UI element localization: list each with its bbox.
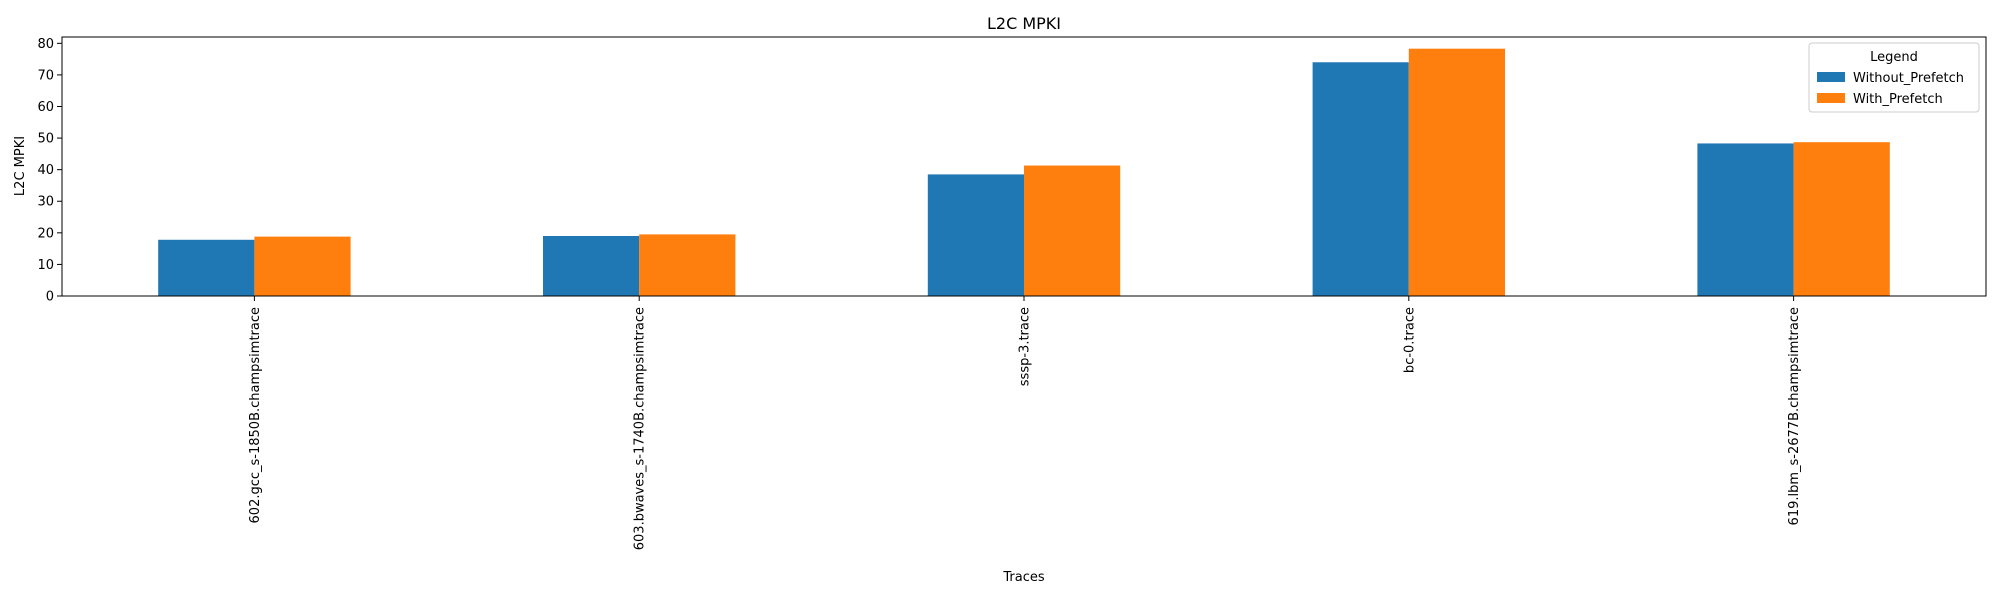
legend-label-without-prefetch: Without_Prefetch xyxy=(1853,71,1964,86)
legend-swatch-with-prefetch xyxy=(1817,93,1845,103)
x-axis: 602.gcc_s-1850B.champsimtrace 603.bwaves_… xyxy=(248,296,1802,550)
legend: Legend Without_Prefetch With_Prefetch xyxy=(1808,42,1980,113)
bars-group xyxy=(158,48,1890,296)
bar-without-prefetch-1 xyxy=(543,235,640,296)
y-axis-label: L2C MPKI xyxy=(13,136,28,196)
bar-with-prefetch-3 xyxy=(1408,48,1505,296)
y-tick-label-3: 30 xyxy=(37,195,54,210)
bar-without-prefetch-0 xyxy=(158,239,255,296)
y-tick-label-8: 80 xyxy=(37,37,54,52)
bar-with-prefetch-4 xyxy=(1793,142,1890,296)
y-tick-label-4: 40 xyxy=(37,163,54,178)
y-tick-label-0: 0 xyxy=(46,290,54,305)
x-tick-label-3: bc-0.trace xyxy=(1402,307,1417,373)
y-tick-label-6: 60 xyxy=(37,100,54,115)
bar-without-prefetch-3 xyxy=(1312,62,1409,296)
x-tick-label-0: 602.gcc_s-1850B.champsimtrace xyxy=(248,307,263,523)
legend-swatch-without-prefetch xyxy=(1817,72,1845,82)
y-tick-label-2: 20 xyxy=(37,226,54,241)
y-tick-label-7: 70 xyxy=(37,68,54,83)
x-tick-label-4: 619.lbm_s-2677B.champsimtrace xyxy=(1787,307,1802,525)
bar-with-prefetch-0 xyxy=(254,236,351,296)
y-tick-label-1: 10 xyxy=(37,258,54,273)
legend-title: Legend xyxy=(1870,50,1918,65)
bar-without-prefetch-4 xyxy=(1697,143,1794,296)
y-axis: 0 10 20 30 40 50 60 70 80 xyxy=(37,37,62,305)
x-tick-label-1: 603.bwaves_s-1740B.champsimtrace xyxy=(633,307,648,550)
y-tick-label-5: 50 xyxy=(37,132,54,147)
bar-with-prefetch-1 xyxy=(639,234,736,296)
legend-label-with-prefetch: With_Prefetch xyxy=(1853,92,1943,107)
chart-title: L2C MPKI xyxy=(987,14,1061,33)
x-tick-label-2: sssp-3.trace xyxy=(1018,307,1033,386)
bar-with-prefetch-2 xyxy=(1024,165,1121,296)
legend-box xyxy=(1808,42,1980,113)
x-axis-label: Traces xyxy=(1002,570,1044,585)
bar-without-prefetch-2 xyxy=(927,174,1024,296)
